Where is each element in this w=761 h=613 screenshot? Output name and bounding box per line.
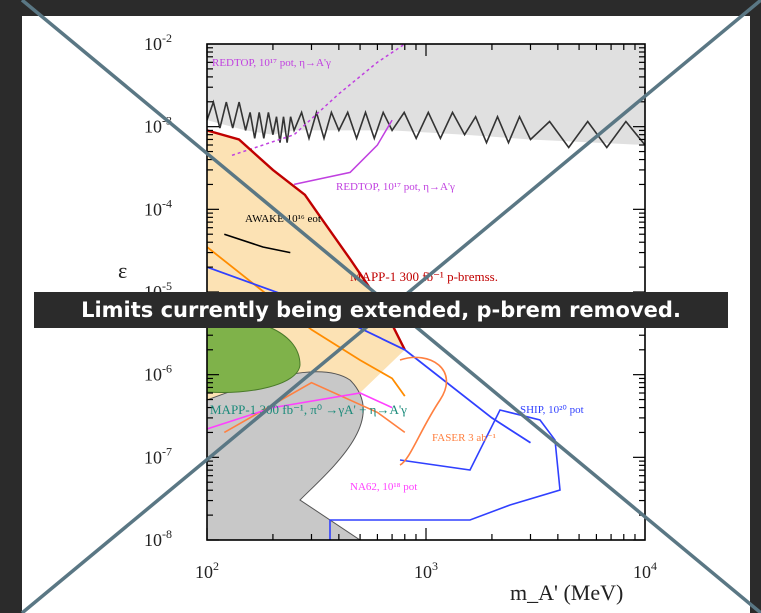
redtop-lower-annotation: REDTOP, 10¹⁷ pot, η→A'γ <box>336 181 455 193</box>
redtop-upper-line <box>231 44 406 157</box>
y-axis-label: ε <box>118 258 127 283</box>
mapp-pi0-eta-annotation: MAPP-1 300 fb⁻¹, π⁰ →γA' + η→A'γ <box>210 402 407 417</box>
annotations: ε m_A' (MeV) REDTOP, 10¹⁷ pot, η→A'γ REDTOP… <box>118 57 623 605</box>
y-tick-label: 10-7 <box>144 444 172 467</box>
faser-annotation: FASER 3 ab⁻¹ <box>432 432 496 444</box>
y-tick-label: 10-8 <box>144 527 172 550</box>
sensitivity-regions <box>207 44 645 540</box>
ship-contour <box>329 409 561 540</box>
na62-annotation: NA62, 10¹⁸ pot <box>350 481 417 493</box>
na62-line <box>207 392 393 430</box>
faser-contour <box>399 356 448 466</box>
x-tick-label: 103 <box>414 559 438 582</box>
y-tick-label: 10-2 <box>144 31 172 54</box>
ship-annotation: SHIP, 10²⁰ pot <box>520 404 584 416</box>
overlay-banner: Limits currently being extended, p-brem … <box>34 292 728 328</box>
awake-annotation: AWAKE 10¹⁶ eot <box>245 213 321 225</box>
redtop-lower-line <box>293 119 393 186</box>
awake-line <box>224 233 291 254</box>
redtop-upper-annotation: REDTOP, 10¹⁷ pot, η→A'γ <box>212 57 331 69</box>
x-tick-label: 102 <box>195 559 219 582</box>
y-tick-label: 10-4 <box>144 196 172 219</box>
excluded-region-top-boundary <box>207 99 645 149</box>
x-tick-label: 104 <box>633 559 657 582</box>
mapp-pbrem-annotation: MAPP-1 300 fb⁻¹ p-bremss. <box>350 269 498 284</box>
y-tick-label: 10-6 <box>144 362 172 385</box>
y-tick-label: 10-3 <box>144 114 172 137</box>
excluded-region-top <box>207 44 645 145</box>
x-axis-label: m_A' (MeV) <box>510 580 623 605</box>
